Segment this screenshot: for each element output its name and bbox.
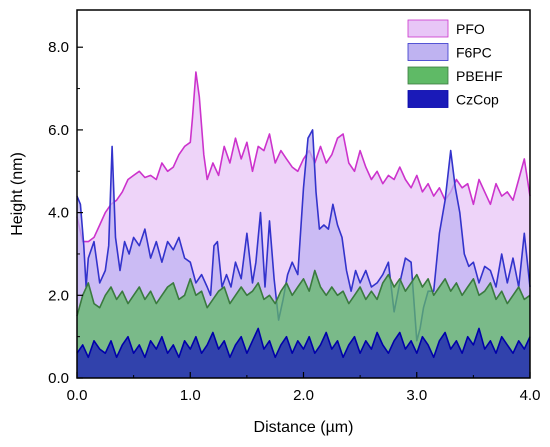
area-czcop [77, 328, 530, 378]
legend-label-pfo: PFO [456, 21, 485, 37]
legend-swatch-czcop [407, 90, 449, 108]
x-axis-title: Distance (µm) [254, 419, 354, 436]
series-layer [76, 71, 531, 378]
legend-swatch-pbehf [407, 66, 449, 85]
x-tick-label: 2.0 [293, 387, 314, 404]
legend-label-pbehf: PBEHF [456, 68, 503, 84]
x-tick-label: 0.0 [67, 387, 88, 404]
legend-swatch-f6pc [407, 43, 449, 61]
x-tick-label: 1.0 [180, 387, 201, 404]
y-tick-label: 6.0 [48, 122, 69, 139]
series-czcop [76, 327, 531, 378]
line-czcop [76, 327, 531, 359]
x-tick-label: 3.0 [406, 387, 427, 404]
y-tick-label: 0.0 [48, 370, 69, 387]
legend: PFO F6PC PBEHF CzCop [404, 16, 522, 116]
y-tick-label: 8.0 [48, 39, 69, 56]
y-tick-label: 4.0 [48, 205, 69, 222]
line-f6pc [76, 129, 531, 342]
legend-label-czcop: CzCop [456, 92, 499, 108]
x-tick-label: 4.0 [520, 387, 541, 404]
legend-swatch-pfo [407, 19, 449, 38]
ticks-layer: 0.0 1.0 2.0 3.0 4.0 0.0 2.0 4.0 6.0 8.0 [48, 39, 540, 404]
y-axis-title: Height (nm) [9, 152, 26, 236]
y-tick-label: 2.0 [48, 287, 69, 304]
line-pbehf [76, 269, 531, 317]
legend-label-f6pc: F6PC [456, 45, 492, 61]
